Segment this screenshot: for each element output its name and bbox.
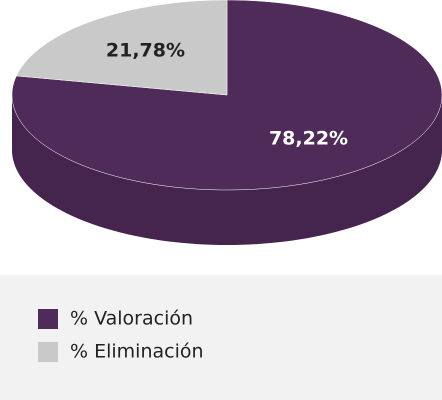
data-label: 21,78% [106,39,185,61]
legend-swatch [38,309,58,329]
legend-label: % Eliminación [70,341,204,363]
legend-label: % Valoración [70,308,193,330]
legend-background [0,275,442,400]
data-label: 78,22% [269,128,348,150]
legend-swatch [38,342,58,362]
pie-side-shade [12,95,442,245]
pie-slice [16,0,228,96]
pie-side [12,95,442,245]
